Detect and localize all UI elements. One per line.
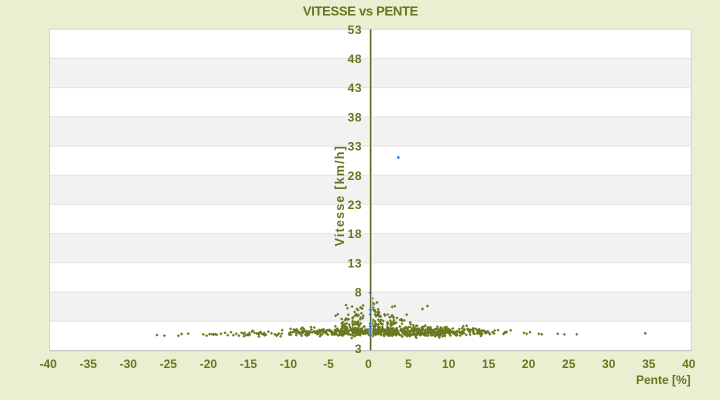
svg-text:13: 13: [348, 256, 362, 270]
svg-text:0: 0: [365, 357, 372, 371]
svg-text:VITESSE vs PENTE: VITESSE vs PENTE: [303, 3, 419, 18]
svg-text:-40: -40: [40, 357, 58, 371]
svg-text:Vitesse [km/h]: Vitesse [km/h]: [333, 145, 347, 246]
svg-text:Pente [%]: Pente [%]: [636, 373, 691, 387]
svg-text:38: 38: [348, 110, 362, 124]
svg-text:30: 30: [602, 357, 616, 371]
svg-text:5: 5: [405, 357, 412, 371]
svg-text:8: 8: [355, 286, 362, 300]
svg-text:15: 15: [482, 357, 496, 371]
svg-text:43: 43: [348, 81, 362, 95]
svg-text:28: 28: [348, 169, 362, 183]
svg-text:-10: -10: [280, 357, 298, 371]
svg-text:3: 3: [355, 342, 362, 356]
svg-text:18: 18: [348, 227, 362, 241]
svg-text:35: 35: [642, 357, 656, 371]
svg-text:-5: -5: [323, 357, 334, 371]
svg-text:53: 53: [348, 23, 362, 37]
svg-text:-20: -20: [200, 357, 218, 371]
svg-text:25: 25: [562, 357, 576, 371]
svg-text:48: 48: [348, 52, 362, 66]
svg-text:-15: -15: [240, 357, 258, 371]
svg-text:40: 40: [682, 357, 696, 371]
svg-text:-30: -30: [120, 357, 138, 371]
svg-text:33: 33: [348, 140, 362, 154]
svg-text:-35: -35: [80, 357, 98, 371]
svg-text:10: 10: [442, 357, 456, 371]
svg-text:20: 20: [522, 357, 536, 371]
svg-text:23: 23: [348, 198, 362, 212]
svg-text:-25: -25: [160, 357, 178, 371]
